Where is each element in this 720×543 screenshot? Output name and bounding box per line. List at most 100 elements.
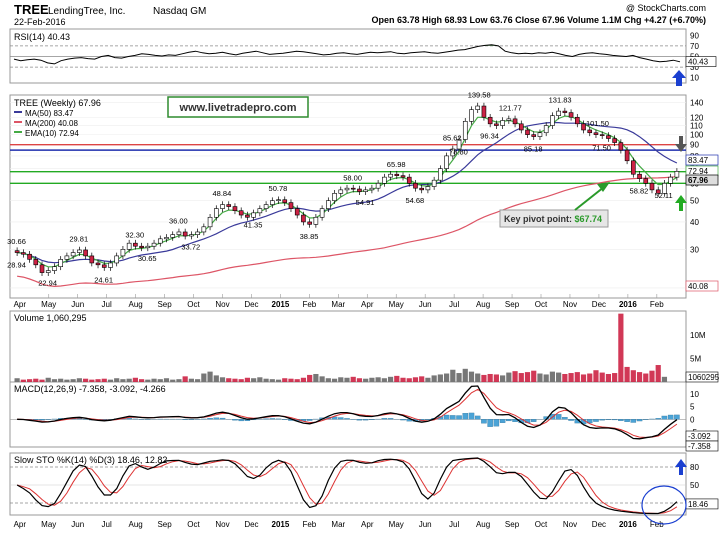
- volume-bar: [207, 372, 212, 382]
- price-annotation-label: 121.77: [499, 103, 522, 112]
- volume-bar: [624, 367, 629, 382]
- bottom-x-label: Jul: [449, 520, 459, 529]
- macd-hist-bar: [270, 418, 275, 419]
- macd-hist-bar: [562, 417, 567, 419]
- volume-bar: [469, 372, 474, 382]
- macd-hist-bar: [624, 419, 629, 421]
- candle-body: [208, 217, 212, 227]
- volume-bar: [158, 379, 163, 382]
- rsi-last-label: 40.43: [688, 58, 709, 67]
- volume-bar: [413, 377, 418, 382]
- candle-body: [196, 232, 200, 235]
- macd-hist-bar: [481, 419, 486, 423]
- volume-bar: [450, 370, 455, 382]
- candle-body: [482, 106, 486, 117]
- volume-bar: [145, 380, 150, 382]
- candle-body: [507, 119, 511, 121]
- volume-bar: [214, 375, 219, 382]
- macd-hist-bar: [263, 419, 268, 420]
- price-annotation-label: 28.94: [7, 260, 26, 269]
- price-tick-label: 30: [690, 245, 699, 254]
- volume-bar: [239, 379, 244, 382]
- candle-body: [171, 235, 175, 238]
- candle-body: [227, 205, 231, 207]
- macd-hist-bar: [593, 419, 598, 421]
- volume-bar: [568, 373, 573, 382]
- volume-bar: [326, 378, 331, 382]
- candle-body: [202, 227, 206, 232]
- volume-bar: [232, 379, 237, 382]
- ma200-swatch: [14, 121, 22, 123]
- price-annotation-label: 101.50: [586, 119, 609, 128]
- volume-bar: [313, 374, 318, 382]
- price-x-label: Jul: [449, 300, 459, 309]
- candle-body: [526, 130, 530, 135]
- candle-body: [513, 119, 517, 124]
- macd-hist-bar: [400, 419, 405, 420]
- volume-bar: [120, 379, 125, 382]
- candle-body: [389, 174, 393, 177]
- price-last-label: 83.47: [688, 156, 709, 165]
- candle-body: [96, 263, 100, 265]
- price-x-label: Oct: [187, 300, 200, 309]
- candle-body: [594, 133, 598, 135]
- candle-body: [158, 239, 162, 243]
- volume-bar: [618, 314, 623, 382]
- macd-hist-bar: [500, 419, 505, 423]
- candle-body: [569, 113, 573, 118]
- bottom-x-label: Jul: [102, 520, 112, 529]
- price-x-label: Sep: [157, 300, 172, 309]
- volume-bar: [531, 371, 536, 382]
- bottom-x-label: Apr: [14, 520, 27, 529]
- volume-bar: [575, 372, 580, 382]
- macd-hist-bar: [637, 419, 642, 421]
- bottom-x-label: Oct: [187, 520, 200, 529]
- volume-bar: [276, 380, 281, 382]
- price-annotation-label: 96.34: [480, 132, 499, 141]
- volume-bar: [301, 378, 306, 382]
- volume-bar: [102, 379, 107, 382]
- candle-body: [675, 171, 679, 177]
- candle-body: [613, 139, 617, 143]
- price-annotation-label: 50.78: [269, 184, 288, 193]
- bottom-x-label: Aug: [129, 520, 143, 529]
- volume-bar: [164, 378, 169, 382]
- candle-body: [563, 111, 567, 113]
- pivot-annotation-text: Key pivot point: $67.74: [504, 214, 602, 224]
- candle-body: [189, 235, 193, 236]
- candle-body: [183, 232, 187, 236]
- macd-label: MACD(12,26,9) -7.358, -3.092, -4.266: [14, 384, 166, 394]
- volume-bar: [494, 374, 499, 382]
- price-tick-label: 50: [690, 197, 699, 206]
- volume-last-label: 1060295: [688, 373, 720, 382]
- candle-body: [364, 190, 368, 192]
- ma200-legend: MA(200) 40.08: [25, 119, 78, 128]
- volume-bar: [27, 379, 32, 382]
- volume-bar: [606, 374, 611, 382]
- price-x-label: Aug: [129, 300, 143, 309]
- macd-hist-bar: [668, 415, 673, 419]
- candle-body: [140, 246, 144, 248]
- candle-body: [84, 250, 88, 256]
- volume-bar: [556, 373, 561, 382]
- volume-bar: [649, 371, 654, 382]
- macd-hist-bar: [631, 419, 636, 422]
- candle-body: [519, 124, 523, 130]
- candle-body: [164, 237, 168, 238]
- candle-body: [127, 243, 131, 249]
- candle-body: [115, 256, 119, 263]
- candle-body: [258, 209, 262, 213]
- candle-body: [345, 188, 349, 190]
- volume-bar: [419, 376, 424, 382]
- volume-bar: [189, 379, 194, 382]
- bottom-x-label: Mar: [331, 520, 345, 529]
- candle-body: [52, 267, 56, 271]
- macd-hist-bar: [444, 415, 449, 419]
- volume-bar: [176, 379, 181, 382]
- price-label: TREE (Weekly) 67.96: [14, 98, 101, 108]
- volume-bar: [338, 377, 343, 382]
- candle-body: [432, 180, 436, 186]
- candle-body: [102, 265, 106, 268]
- price-tick-label: 90: [690, 141, 699, 150]
- candle-body: [501, 120, 505, 125]
